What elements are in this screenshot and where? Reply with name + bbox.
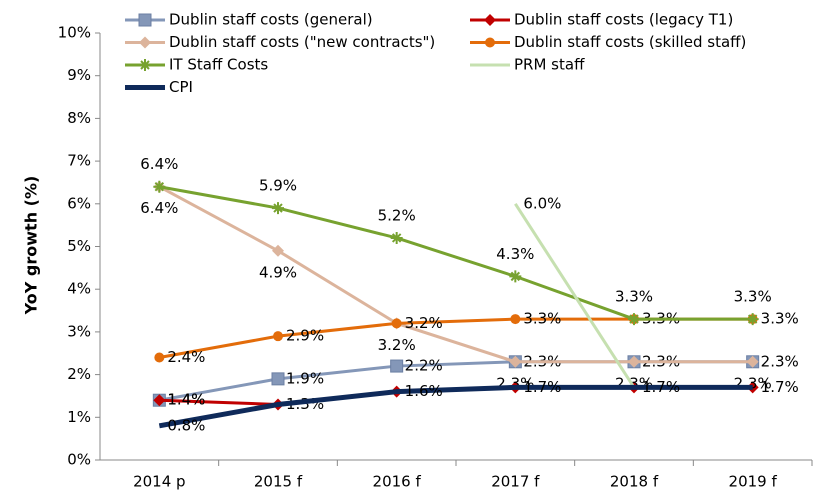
marker [390,359,404,373]
marker [154,352,165,363]
legend-label: PRM staff [514,56,585,74]
data-label: 1.6% [405,382,443,400]
data-label: 2.2% [405,357,443,375]
y-axis-title: YoY growth (%) [22,176,41,316]
data-label: 1.9% [286,369,324,387]
x-tick-label: 2014 p [133,473,185,491]
legend-label: CPI [169,78,193,96]
marker [153,394,166,407]
marker [139,59,151,71]
line-series [514,202,636,389]
y-tick-label: 7% [67,152,91,170]
marker [746,355,759,368]
marker [746,313,759,326]
x-tick-label: 2018 f [610,473,659,491]
marker [509,355,522,368]
marker [485,37,495,48]
y-tick-label: 2% [67,365,91,383]
y-tick-label: 10% [58,24,91,42]
data-label: 4.3% [496,245,534,263]
legend-label: Dublin staff costs (skilled staff) [514,33,746,51]
y-tick-label: 8% [67,109,91,127]
data-label: 3.3% [761,310,799,328]
x-tick-label: 2015 f [254,473,303,491]
data-label: 0.8% [167,416,205,434]
legend-label: Dublin staff costs (general) [169,11,373,29]
marker [139,36,151,49]
data-label: 1.7% [523,378,561,396]
data-label: 2.9% [286,327,324,345]
marker [391,318,402,329]
data-label: 6.4% [140,199,178,217]
marker [510,314,521,325]
marker [138,13,152,27]
data-label: 3.2% [378,336,416,354]
data-label: 1.7% [761,378,799,396]
y-tick-label: 1% [67,408,91,426]
line-series [159,185,753,321]
marker [484,14,496,26]
line-series [158,384,753,429]
data-label: 3.3% [615,288,653,306]
marker [390,231,403,244]
marker [273,331,283,342]
marker [153,180,166,193]
data-label: 5.2% [378,206,416,224]
data-label: 1.7% [642,378,680,396]
line-series [158,185,753,364]
data-label: 4.9% [259,263,297,281]
data-label: 2.4% [167,348,205,366]
data-label: 2.3% [761,352,799,370]
marker [272,244,284,257]
data-label: 1.4% [167,391,205,409]
x-tick-label: 2016 f [373,473,422,491]
y-tick-label: 5% [67,237,91,255]
legend-label: Dublin staff costs (legacy T1) [514,11,733,29]
data-label: 5.9% [259,177,297,195]
data-label: 6.0% [523,194,561,212]
marker [628,313,640,326]
legend-label: IT Staff Costs [169,56,268,74]
y-tick-label: 6% [67,194,91,212]
data-label: 3.3% [523,310,561,328]
data-label: 6.4% [140,155,178,173]
y-tick-label: 3% [67,322,91,340]
data-label: 3.2% [405,314,443,332]
legend-label: Dublin staff costs ("new contracts") [169,33,435,51]
marker [509,270,522,283]
x-tick-label: 2019 f [729,473,778,491]
y-tick-label: 0% [67,451,91,469]
marker [271,372,285,386]
y-tick-label: 4% [67,280,91,298]
x-tick-label: 2017 f [491,473,540,491]
y-tick-label: 9% [67,66,91,84]
data-label: 3.3% [734,288,772,306]
marker [628,355,640,368]
marker [272,202,284,215]
